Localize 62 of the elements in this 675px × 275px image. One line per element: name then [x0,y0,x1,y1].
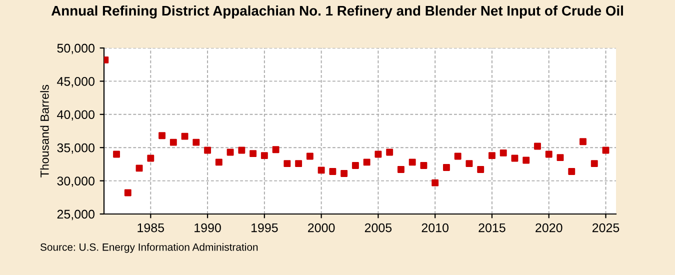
point [250,150,257,158]
point [580,138,586,146]
point [374,150,382,158]
point [181,132,188,140]
y-tick-label: 25,000 [57,210,94,220]
x-tick-label: 1985 [138,223,164,232]
x-tick-label: 2005 [364,223,392,232]
point [545,150,552,158]
point [238,146,246,154]
point [466,160,473,168]
chart-title: Annual Refining District Appalachian No. 1 Refinery and Blender Net Input of Crude Oil [51,5,623,19]
x-tick-label: 1990 [194,223,221,232]
y-tick-label: 50,000 [57,44,94,54]
point [329,168,336,175]
x-tick-label: 2020 [536,223,562,232]
point [386,148,394,156]
point [432,179,439,186]
point [511,154,518,162]
point [534,142,541,150]
point [352,162,359,169]
point [454,152,462,160]
point [590,160,598,168]
x-tick-label: 2010 [422,223,449,232]
point [318,166,325,174]
point [477,166,484,173]
point [568,168,576,175]
point [215,158,222,166]
source-note: Source: U.S. Energy Information Administration [40,243,258,253]
y-tick-label: 35,000 [57,143,94,154]
point [260,152,268,160]
point [556,154,564,162]
point [408,158,416,166]
point [500,149,507,156]
point [295,160,302,168]
point [272,146,280,154]
point [488,152,496,160]
point [226,148,234,156]
x-tick-label: 2025 [592,223,620,232]
point [204,146,212,154]
x-tick-label: 2015 [478,223,506,232]
point [397,166,404,173]
point [113,150,120,158]
y-tick-label: 40,000 [57,110,94,121]
point [340,170,348,177]
point [170,138,177,146]
y-tick-label: 30,000 [57,176,94,187]
point [443,164,450,171]
y-tick-label: 45,000 [57,77,94,88]
point [602,146,610,154]
point [136,164,143,172]
point [158,132,166,140]
point [522,156,530,164]
point [124,189,132,196]
point [420,162,428,169]
point [306,152,314,160]
point [192,138,200,146]
point [284,160,291,168]
y-axis-title: Thousand Barrels [40,84,49,178]
x-tick-label: 2000 [308,223,335,232]
point [363,158,370,166]
x-tick-label: 1995 [251,223,278,232]
point [147,154,154,162]
